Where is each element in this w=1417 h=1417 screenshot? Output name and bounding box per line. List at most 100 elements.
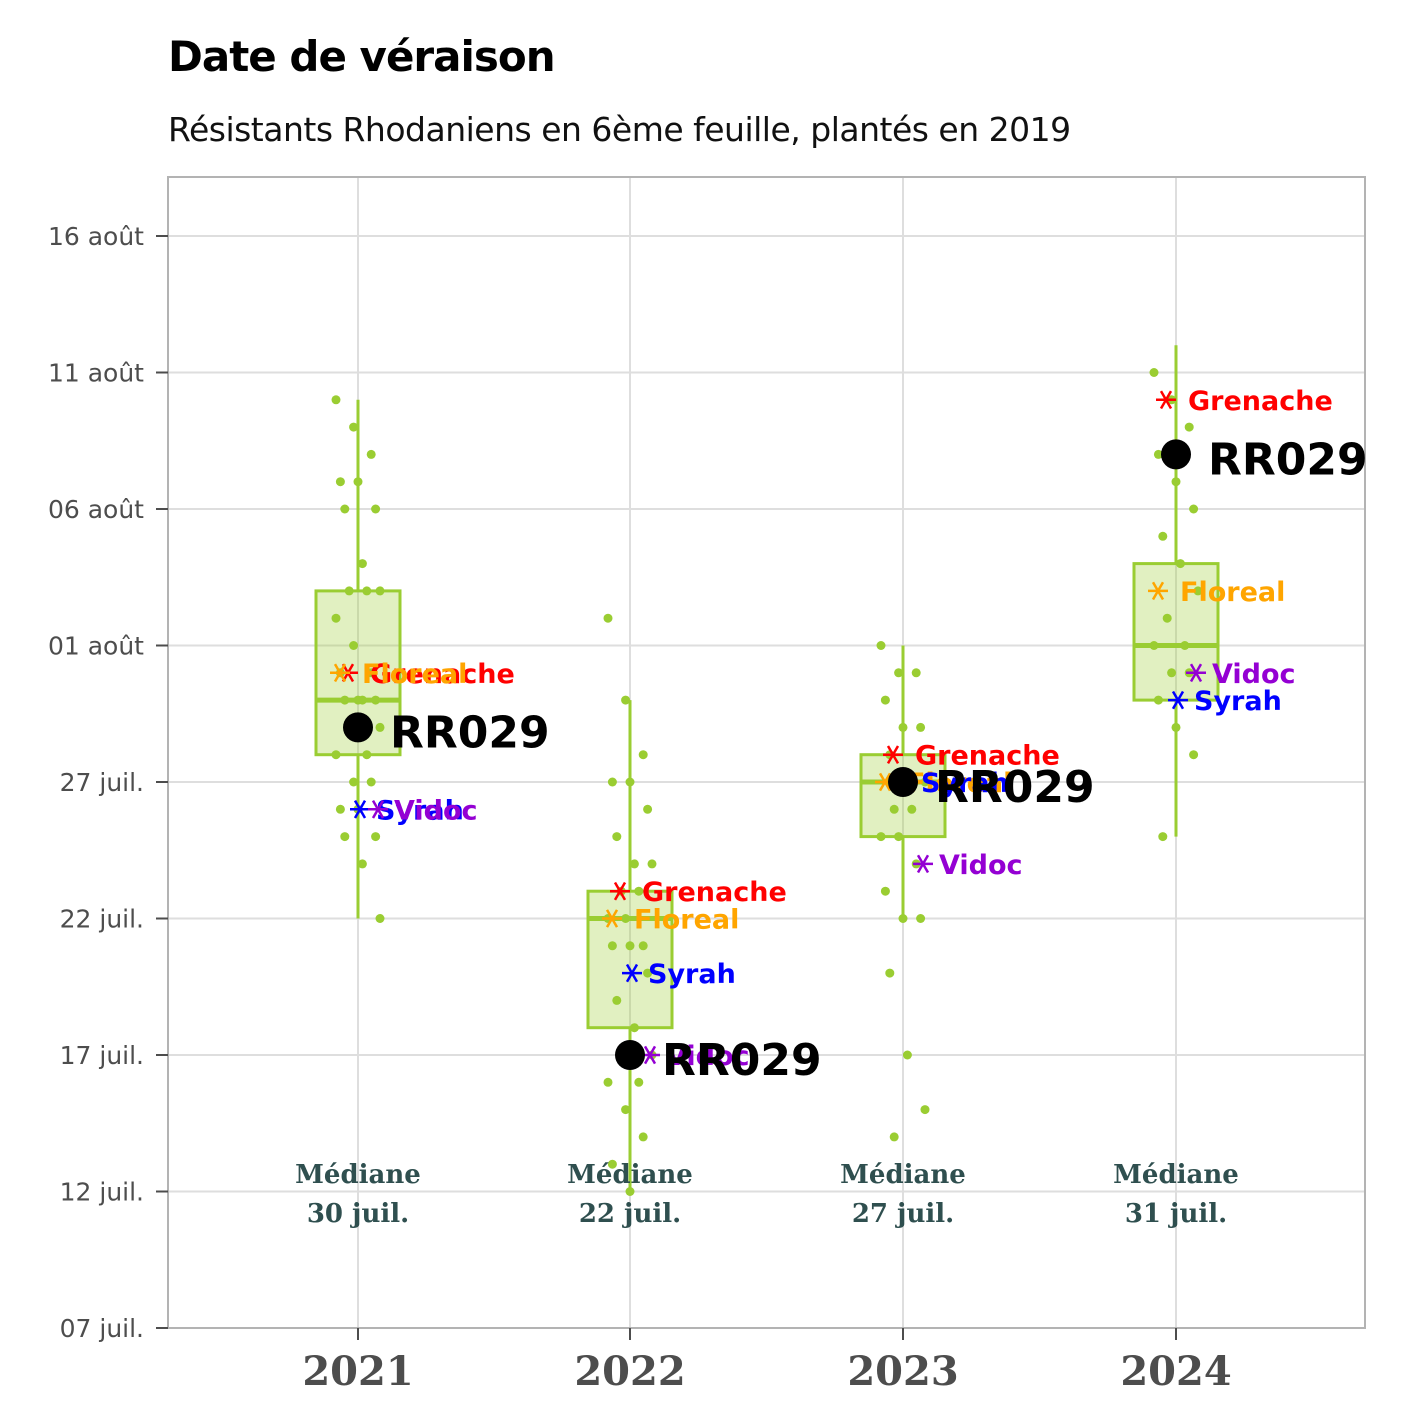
reference-label: Grenache [915, 741, 1060, 772]
data-point [371, 832, 381, 842]
data-point [1171, 477, 1181, 487]
highlight-point [1161, 439, 1191, 470]
median-label: Médiane [567, 1160, 693, 1190]
y-tick-label: 01 août [48, 632, 144, 661]
reference-label: Grenache [370, 659, 515, 690]
reference-label: Floreal [634, 905, 739, 936]
y-tick-label: 17 juil. [60, 1041, 144, 1070]
data-point [629, 859, 639, 869]
data-point [643, 804, 653, 814]
data-point [1162, 613, 1172, 623]
data-point [366, 449, 376, 459]
median-value: 27 juil. [852, 1199, 954, 1229]
reference-label: Vidoc [394, 795, 478, 826]
highlight-variety: RR029 RR029 RR029 RR029 [343, 434, 1368, 1086]
highlight-point [343, 712, 373, 743]
chart-subtitle: Résistants Rhodaniens en 6ème feuille, p… [168, 110, 1071, 149]
reference-label: Syrah [1194, 686, 1282, 717]
data-point [898, 722, 908, 732]
reference-varieties: GrenacheGrenacheGrenacheGrenacheFlorealF… [330, 386, 1333, 1072]
asterisk-stroke [1171, 690, 1185, 710]
data-point [603, 1077, 613, 1087]
x-tick-label: 2024 [1120, 1348, 1231, 1395]
median-value: 31 juil. [1125, 1199, 1227, 1229]
reference-label: Grenache [642, 877, 787, 908]
asterisk-stroke [643, 1045, 657, 1065]
data-point [638, 941, 648, 951]
data-point [349, 777, 359, 787]
data-point [607, 1159, 617, 1169]
asterisk-stroke [371, 800, 385, 819]
data-point [375, 586, 385, 596]
data-point [371, 695, 381, 705]
asterisk-marker [883, 745, 903, 764]
median-label: Médiane [1113, 1160, 1239, 1190]
data-point [880, 886, 890, 896]
data-point [353, 477, 363, 487]
asterisk-stroke [886, 745, 900, 764]
data-point [621, 695, 631, 705]
data-point [920, 777, 930, 787]
data-point [876, 832, 886, 842]
data-point [1149, 368, 1159, 377]
asterisk-stroke [1159, 390, 1173, 410]
median-labels: Médiane 30 juil. Médiane 22 juil. Médiane 27 … [295, 1160, 1239, 1229]
reference-label: Floreal [907, 768, 1012, 799]
data-point [349, 422, 359, 432]
data-point [907, 804, 917, 814]
asterisk-marker [350, 800, 370, 819]
data-point [1193, 586, 1203, 596]
data-point [344, 586, 354, 596]
highlight-label: RR029 [935, 762, 1095, 813]
data-point [902, 1050, 912, 1060]
data-point [1189, 504, 1199, 514]
asterisk-marker [368, 800, 388, 819]
data-point [1184, 422, 1194, 432]
asterisk-marker [330, 663, 350, 683]
y-tick-label: 07 juil. [60, 1314, 144, 1343]
data-point [1171, 722, 1181, 732]
data-point [331, 395, 341, 405]
highlight-label: RR029 [1208, 434, 1368, 485]
asterisk-marker [913, 854, 933, 874]
asterisk-stroke [333, 663, 347, 683]
y-tick-label: 11 août [48, 359, 144, 388]
median-label: Médiane [840, 1160, 966, 1190]
x-tick-label: 2021 [302, 1348, 413, 1395]
data-point [629, 1023, 639, 1033]
chart-title: Date de véraison [168, 32, 556, 81]
asterisk-stroke [353, 800, 367, 819]
data-point [880, 695, 890, 705]
data-point [1158, 832, 1168, 842]
y-tick-label: 22 juil. [60, 905, 144, 934]
data-point [362, 750, 372, 760]
x-axis: 2021 2022 2023 2024 [302, 1328, 1232, 1395]
asterisk-marker [1148, 581, 1168, 601]
plot-border [167, 176, 1366, 1329]
data-point [647, 859, 657, 869]
data-point [894, 668, 904, 678]
median-value: 22 juil. [579, 1199, 681, 1229]
data-point [920, 1105, 930, 1115]
highlight-point [888, 767, 918, 797]
data-point [603, 613, 613, 623]
data-point [366, 777, 376, 787]
data-point [1167, 668, 1177, 678]
data-point [331, 750, 341, 760]
data-point [625, 777, 635, 787]
data-point [607, 777, 617, 787]
asterisk-marker [602, 909, 622, 928]
data-point [349, 641, 359, 650]
data-point [638, 1132, 648, 1142]
asterisk-stroke [916, 854, 930, 874]
data-point [621, 1105, 631, 1115]
reference-label: Syrah [376, 795, 464, 826]
data-point [362, 586, 372, 596]
data-point [612, 832, 622, 842]
asterisk-marker [1156, 390, 1176, 410]
data-point [375, 914, 385, 923]
data-point [643, 968, 653, 978]
data-point [625, 941, 635, 951]
reference-label: Floreal [1180, 577, 1285, 608]
